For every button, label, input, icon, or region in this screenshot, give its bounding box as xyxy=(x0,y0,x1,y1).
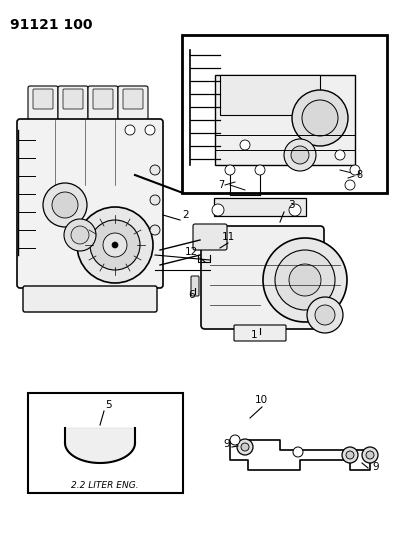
Circle shape xyxy=(145,125,155,135)
Circle shape xyxy=(90,220,140,270)
FancyBboxPatch shape xyxy=(215,75,355,165)
Circle shape xyxy=(302,100,338,136)
Circle shape xyxy=(150,195,160,205)
Circle shape xyxy=(43,183,87,227)
Text: 8: 8 xyxy=(356,170,362,180)
Text: 1: 1 xyxy=(251,330,257,340)
Circle shape xyxy=(315,305,335,325)
Circle shape xyxy=(289,264,321,296)
Text: 3: 3 xyxy=(288,200,295,210)
Circle shape xyxy=(292,90,348,146)
Text: 9: 9 xyxy=(223,439,230,449)
FancyBboxPatch shape xyxy=(123,89,143,109)
Text: 5: 5 xyxy=(105,400,112,410)
Circle shape xyxy=(212,204,224,216)
FancyBboxPatch shape xyxy=(220,75,320,115)
Circle shape xyxy=(362,447,378,463)
Bar xyxy=(28,393,183,493)
FancyBboxPatch shape xyxy=(58,86,88,120)
FancyBboxPatch shape xyxy=(63,89,83,109)
Text: 2: 2 xyxy=(182,210,189,220)
Text: 10: 10 xyxy=(255,395,268,405)
Circle shape xyxy=(225,165,235,175)
Circle shape xyxy=(230,435,240,445)
Text: 9: 9 xyxy=(372,462,378,472)
Circle shape xyxy=(346,451,354,459)
FancyBboxPatch shape xyxy=(191,276,199,296)
FancyBboxPatch shape xyxy=(118,86,148,120)
Circle shape xyxy=(366,451,374,459)
FancyBboxPatch shape xyxy=(17,119,163,288)
Circle shape xyxy=(335,150,345,160)
Circle shape xyxy=(255,165,265,175)
Circle shape xyxy=(52,192,78,218)
Text: 91121 100: 91121 100 xyxy=(10,18,92,32)
Text: 6: 6 xyxy=(189,290,195,300)
Circle shape xyxy=(64,219,96,251)
FancyBboxPatch shape xyxy=(214,198,306,216)
Text: 7: 7 xyxy=(218,180,224,190)
Circle shape xyxy=(103,233,127,257)
Circle shape xyxy=(125,125,135,135)
Circle shape xyxy=(293,447,303,457)
Circle shape xyxy=(77,207,153,283)
Circle shape xyxy=(112,242,118,248)
FancyBboxPatch shape xyxy=(201,226,324,329)
Circle shape xyxy=(291,146,309,164)
Circle shape xyxy=(240,140,250,150)
FancyBboxPatch shape xyxy=(193,224,227,250)
Text: 2.2 LITER ENG.: 2.2 LITER ENG. xyxy=(71,481,139,490)
Circle shape xyxy=(275,250,335,310)
Circle shape xyxy=(284,139,316,171)
Circle shape xyxy=(241,443,249,451)
Bar xyxy=(182,35,387,193)
Circle shape xyxy=(237,439,253,455)
Circle shape xyxy=(307,297,343,333)
Circle shape xyxy=(289,204,301,216)
FancyBboxPatch shape xyxy=(28,86,58,120)
Polygon shape xyxy=(65,428,135,463)
Circle shape xyxy=(342,447,358,463)
FancyBboxPatch shape xyxy=(33,89,53,109)
Circle shape xyxy=(263,238,347,322)
FancyBboxPatch shape xyxy=(93,89,113,109)
FancyBboxPatch shape xyxy=(23,286,157,312)
Circle shape xyxy=(350,165,360,175)
Circle shape xyxy=(150,225,160,235)
Circle shape xyxy=(150,165,160,175)
FancyBboxPatch shape xyxy=(88,86,118,120)
Circle shape xyxy=(345,180,355,190)
Text: 12: 12 xyxy=(185,247,198,257)
Text: 11: 11 xyxy=(221,232,235,242)
Circle shape xyxy=(71,226,89,244)
FancyBboxPatch shape xyxy=(234,325,286,341)
